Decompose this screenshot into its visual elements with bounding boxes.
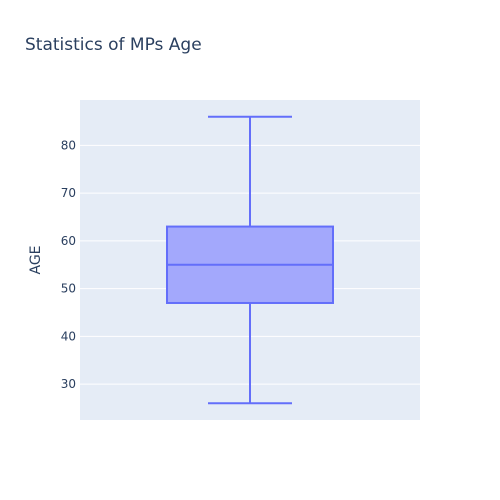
y-tick-label-70: 70 bbox=[61, 186, 76, 200]
y-axis-ticks: 30 40 50 60 70 80 bbox=[61, 138, 76, 391]
y-axis-label: AGE bbox=[28, 245, 44, 274]
y-tick-label-80: 80 bbox=[61, 138, 76, 152]
y-tick-label-60: 60 bbox=[61, 234, 76, 248]
chart-title: Statistics of MPs Age bbox=[25, 35, 202, 55]
y-tick-label-40: 40 bbox=[61, 329, 76, 343]
y-tick-label-30: 30 bbox=[61, 377, 76, 391]
y-tick-label-50: 50 bbox=[61, 282, 76, 296]
box-series bbox=[166, 115, 334, 405]
